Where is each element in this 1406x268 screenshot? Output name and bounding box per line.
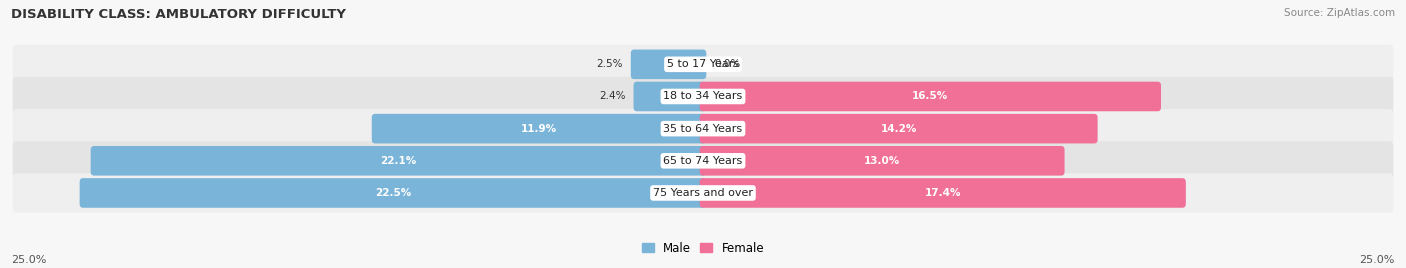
- FancyBboxPatch shape: [631, 50, 706, 79]
- Text: 22.1%: 22.1%: [381, 156, 416, 166]
- FancyBboxPatch shape: [700, 146, 1064, 176]
- Text: 75 Years and over: 75 Years and over: [652, 188, 754, 198]
- Text: 22.5%: 22.5%: [375, 188, 411, 198]
- FancyBboxPatch shape: [13, 77, 1393, 116]
- FancyBboxPatch shape: [13, 109, 1393, 148]
- FancyBboxPatch shape: [371, 114, 706, 143]
- FancyBboxPatch shape: [700, 114, 1098, 143]
- Text: 2.4%: 2.4%: [599, 91, 626, 102]
- Text: 0.0%: 0.0%: [714, 59, 741, 69]
- Text: Source: ZipAtlas.com: Source: ZipAtlas.com: [1284, 8, 1395, 18]
- Text: DISABILITY CLASS: AMBULATORY DIFFICULTY: DISABILITY CLASS: AMBULATORY DIFFICULTY: [11, 8, 346, 21]
- Text: 65 to 74 Years: 65 to 74 Years: [664, 156, 742, 166]
- Text: 11.9%: 11.9%: [522, 124, 557, 134]
- FancyBboxPatch shape: [700, 82, 1161, 111]
- FancyBboxPatch shape: [80, 178, 706, 208]
- FancyBboxPatch shape: [13, 45, 1393, 84]
- Text: 25.0%: 25.0%: [1360, 255, 1395, 265]
- Text: 14.2%: 14.2%: [880, 124, 917, 134]
- Text: 16.5%: 16.5%: [912, 91, 949, 102]
- Text: 2.5%: 2.5%: [596, 59, 623, 69]
- FancyBboxPatch shape: [13, 173, 1393, 213]
- Legend: Male, Female: Male, Female: [641, 241, 765, 255]
- Text: 25.0%: 25.0%: [11, 255, 46, 265]
- Text: 5 to 17 Years: 5 to 17 Years: [666, 59, 740, 69]
- FancyBboxPatch shape: [13, 141, 1393, 180]
- FancyBboxPatch shape: [634, 82, 706, 111]
- Text: 13.0%: 13.0%: [865, 156, 900, 166]
- FancyBboxPatch shape: [90, 146, 706, 176]
- Text: 17.4%: 17.4%: [925, 188, 962, 198]
- Text: 35 to 64 Years: 35 to 64 Years: [664, 124, 742, 134]
- FancyBboxPatch shape: [700, 178, 1185, 208]
- Text: 18 to 34 Years: 18 to 34 Years: [664, 91, 742, 102]
